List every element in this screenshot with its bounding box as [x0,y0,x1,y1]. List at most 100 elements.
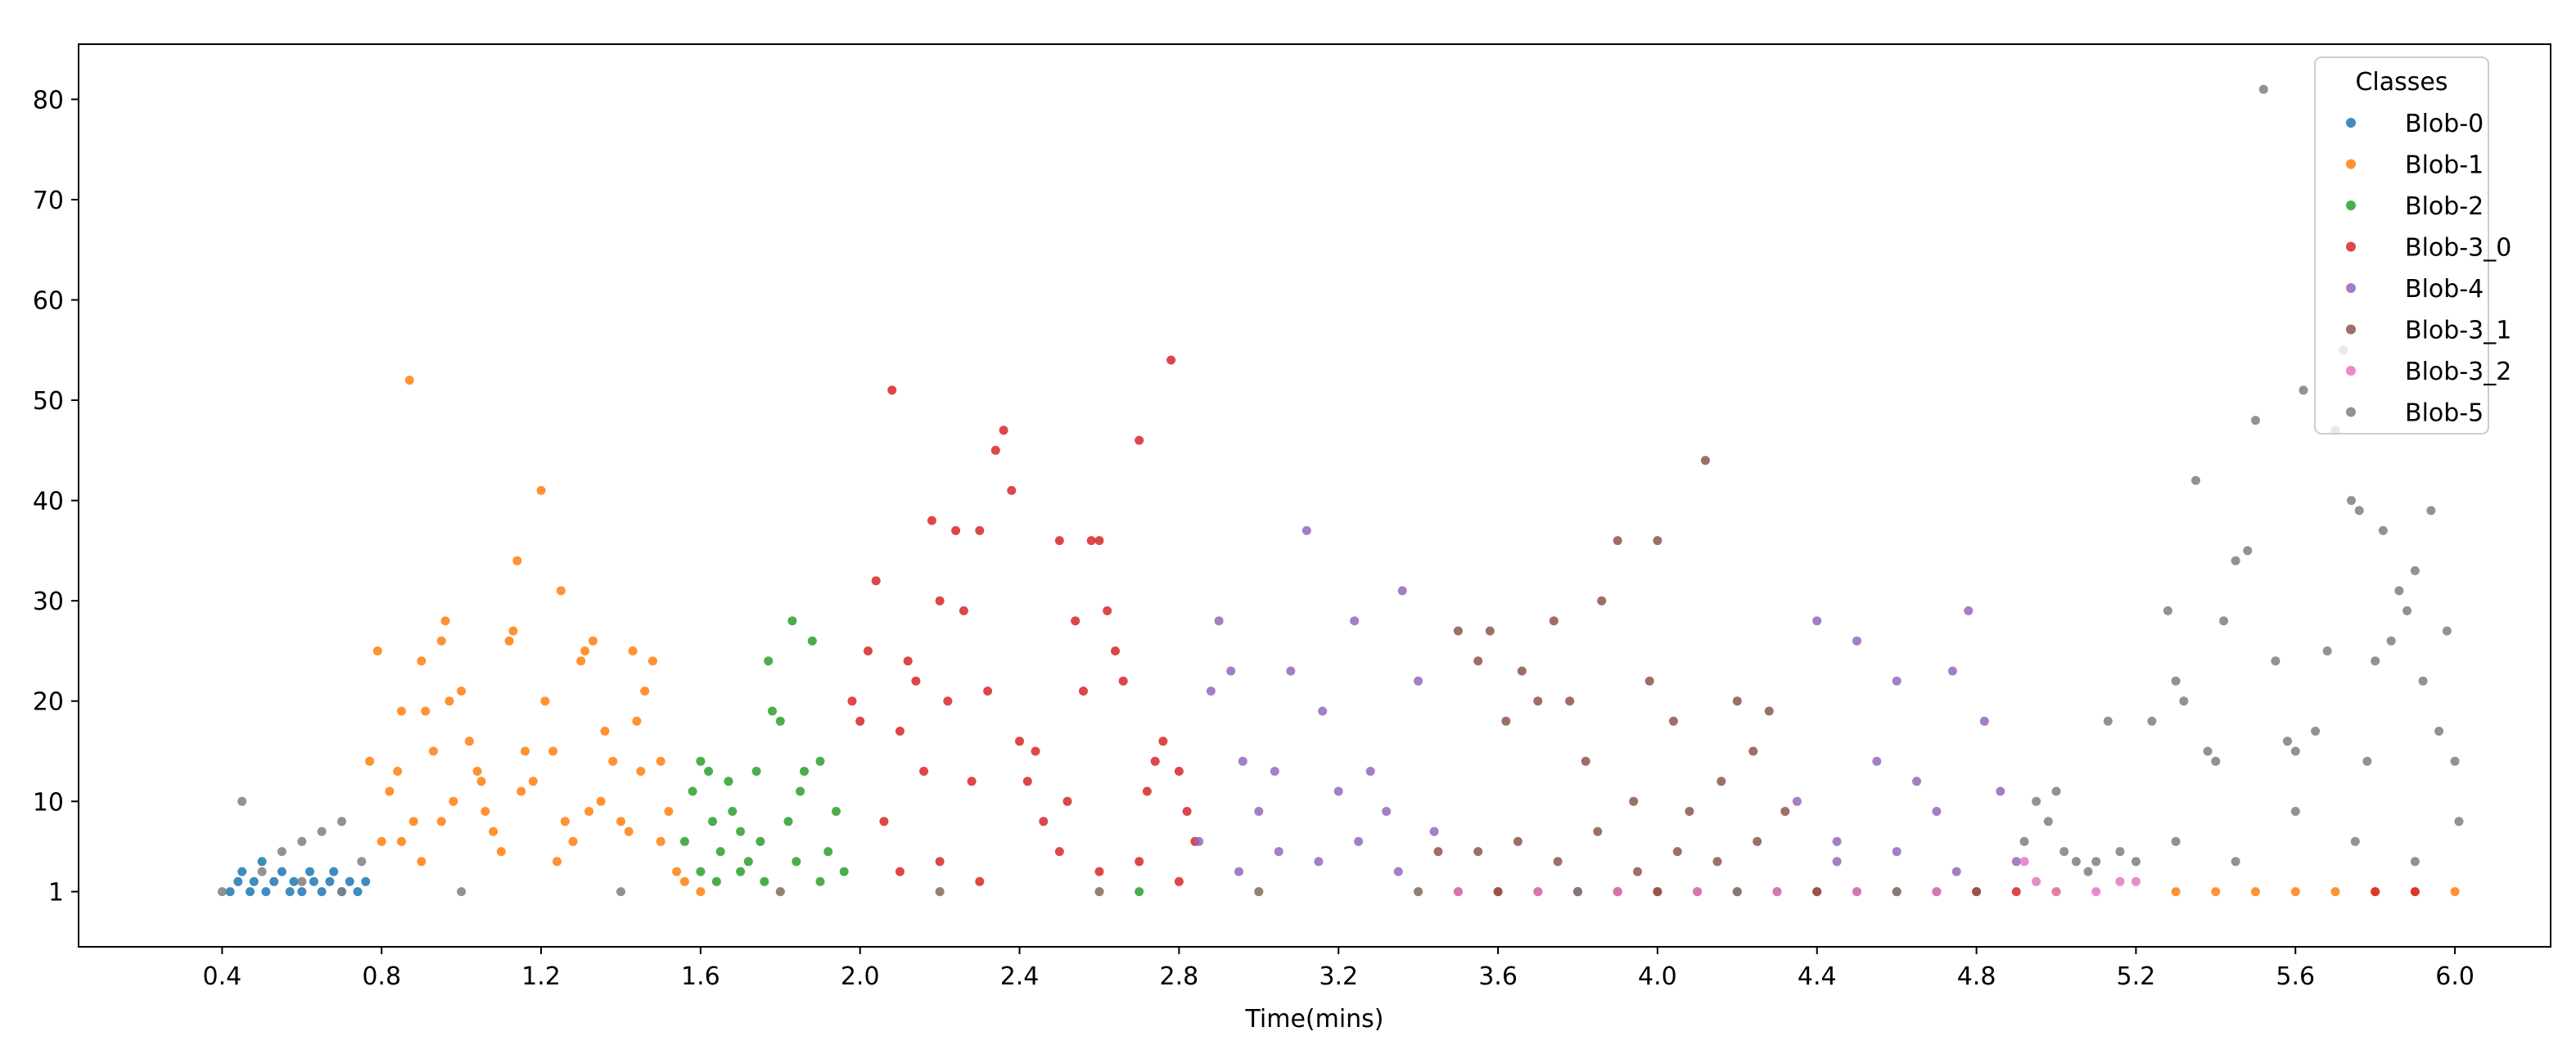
data-point [440,616,450,626]
data-point [1852,636,1861,646]
data-point [436,817,446,827]
legend-marker [2346,200,2356,210]
x-tick-label: 0.8 [362,962,401,991]
data-point [728,807,738,816]
data-point [269,876,279,886]
data-point [1979,716,1989,726]
y-tick-label: 1 [48,879,64,908]
data-point [2402,606,2412,615]
data-point [1234,867,1243,876]
data-point [696,867,706,876]
data-point [1553,857,1563,867]
x-axis-label: Time(mins) [1244,1005,1383,1034]
data-point [608,756,618,766]
data-point [2442,626,2452,636]
data-point [1565,696,1575,706]
data-point [2179,696,2189,706]
data-point [476,777,486,786]
data-point [887,385,897,395]
data-point [429,746,438,756]
data-point [337,887,346,897]
data-point [823,847,833,857]
data-point [553,857,562,867]
data-point [504,636,514,646]
data-point [2371,656,2380,666]
data-point [911,676,921,686]
data-point [225,887,235,897]
data-point [2290,746,2300,756]
data-point [2219,616,2229,626]
data-point [1022,777,1032,786]
x-tick-label: 3.6 [1478,962,1518,991]
data-point [1764,706,1774,716]
data-point [393,767,403,776]
data-point [1668,716,1678,726]
data-point [2131,857,2141,867]
data-point [1932,807,1942,816]
data-point [417,656,426,666]
y-tick-label: 10 [33,788,64,817]
data-point [672,867,682,876]
data-point [2362,756,2372,766]
data-point [760,876,769,886]
data-point [2103,716,2113,726]
legend-label: Blob-2 [2405,192,2484,221]
data-point [764,656,774,666]
data-point [1071,616,1080,626]
data-point [1111,646,1120,655]
data-point [715,847,725,857]
y-tick-label: 20 [33,688,64,717]
data-point [421,706,431,716]
legend-box [2314,56,2489,435]
data-point [1333,786,1343,796]
data-point [2426,506,2436,516]
data-point [636,767,646,776]
series-blob-5 [217,84,2464,897]
data-point [1597,596,1607,606]
data-point [2163,606,2172,615]
data-point [2171,676,2181,686]
legend-label: Blob-3_2 [2405,358,2511,386]
legend-label: Blob-3_1 [2405,317,2511,345]
data-point [990,445,1000,455]
data-point [548,746,558,756]
data-point [385,786,395,796]
legend-marker [2346,324,2356,335]
data-point [1158,736,1168,746]
data-point [337,817,346,827]
data-point [2191,475,2200,485]
data-point [1633,867,1642,876]
x-tick-label: 0.4 [202,962,241,991]
data-point [839,867,849,876]
data-point [2450,756,2460,766]
data-point [277,867,286,876]
data-point [1712,857,1722,867]
data-point [1644,676,1654,686]
data-point [560,817,570,827]
data-point [1832,836,1842,846]
data-point [1079,687,1088,696]
data-point [2011,887,2021,897]
data-point [1254,807,1264,816]
data-point [2019,836,2029,846]
data-point [943,696,953,706]
data-point [2347,496,2356,506]
legend-label: Blob-5 [2405,399,2484,428]
data-point [1573,887,1582,897]
data-point [2083,867,2093,876]
data-point [951,525,961,535]
data-point [704,767,714,776]
data-point [596,796,606,806]
data-point [2322,646,2332,655]
data-point [1382,807,1392,816]
data-point [588,636,598,646]
data-point [2203,746,2213,756]
data-point [1613,887,1622,897]
data-point [1062,796,1072,806]
data-point [305,867,314,876]
data-point [325,876,335,886]
data-point [2231,556,2240,565]
series-blob-4 [1194,525,2021,876]
data-point [1135,857,1144,867]
